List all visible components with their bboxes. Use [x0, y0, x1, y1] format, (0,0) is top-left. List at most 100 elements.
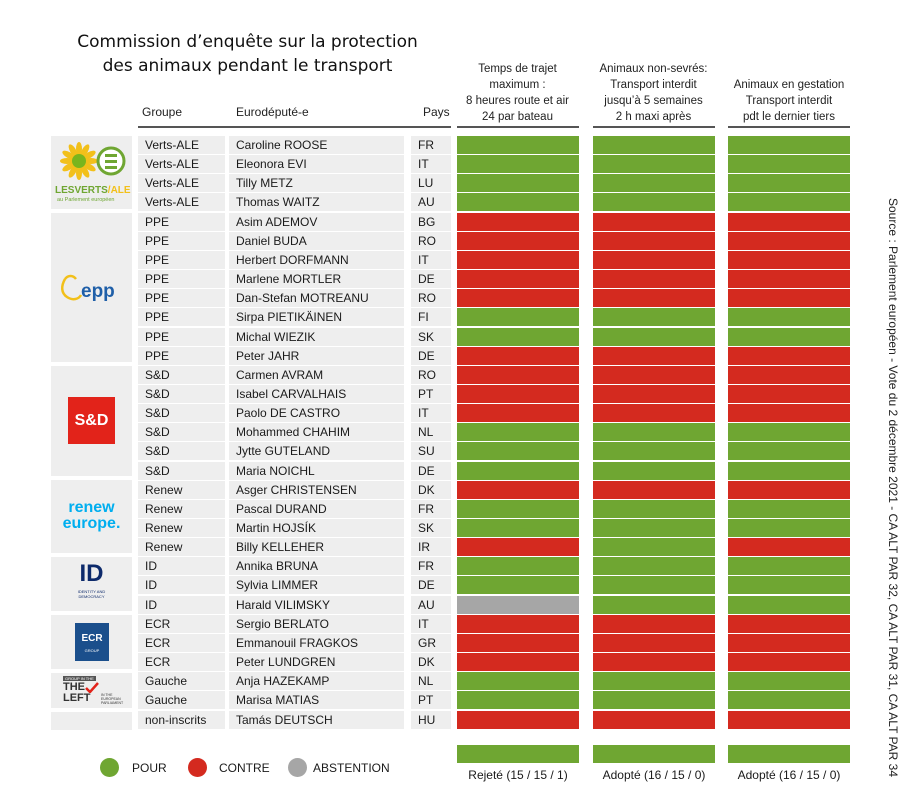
vote-cell — [457, 462, 579, 480]
row-pays: DE — [411, 347, 451, 365]
vote-cell — [728, 634, 850, 652]
header-rule — [138, 126, 451, 128]
row-pays: FI — [411, 308, 451, 326]
vote-cell — [728, 232, 850, 250]
row-pays: DK — [411, 481, 451, 499]
legend-dot-abstention — [288, 758, 307, 777]
row-depute: Jytte GUTELAND — [229, 442, 404, 460]
row-pays: DE — [411, 270, 451, 288]
row-depute: Sirpa PIETIKÄINEN — [229, 308, 404, 326]
vote-cell — [593, 500, 715, 518]
row-depute: Asim ADEMOV — [229, 213, 404, 231]
row-depute: Martin HOJSÍK — [229, 519, 404, 537]
vote-cell — [593, 423, 715, 441]
header-pays: Pays — [423, 105, 450, 119]
row-depute: Annika BRUNA — [229, 557, 404, 575]
row-groupe: PPE — [138, 289, 225, 307]
header-groupe: Groupe — [142, 105, 183, 119]
vote-cell — [728, 500, 850, 518]
row-groupe: ID — [138, 576, 225, 594]
row-depute: Harald VILIMSKY — [229, 596, 404, 614]
legend-dot-contre — [188, 758, 207, 777]
vote-cell — [728, 385, 850, 403]
left-logo-text: THE LEFT — [63, 682, 91, 704]
sunflower-icon — [60, 142, 126, 180]
row-pays: AU — [411, 193, 451, 211]
vote-cell — [728, 155, 850, 173]
vote-cell — [593, 232, 715, 250]
vote-cell — [457, 615, 579, 633]
vote-cell — [728, 270, 850, 288]
logo-non-inscrits — [51, 712, 132, 730]
vote-cell — [457, 213, 579, 231]
vote-cell — [728, 366, 850, 384]
vote-cell — [593, 519, 715, 537]
row-depute: Peter JAHR — [229, 347, 404, 365]
renew-logo-line: europe. — [62, 515, 121, 532]
vote-cell — [593, 385, 715, 403]
result-bar-2 — [593, 745, 715, 763]
row-groupe: Renew — [138, 500, 225, 518]
row-pays: DK — [411, 653, 451, 671]
row-pays: AU — [411, 596, 451, 614]
ecr-logo-sub: GROUP — [84, 648, 100, 653]
row-pays: LU — [411, 174, 451, 192]
left-logo-line: THE — [63, 681, 85, 693]
row-groupe: Renew — [138, 538, 225, 556]
vote-cell — [728, 538, 850, 556]
vote-cell — [593, 538, 715, 556]
vote-cell — [457, 519, 579, 537]
row-groupe: S&D — [138, 423, 225, 441]
row-pays: IT — [411, 155, 451, 173]
row-groupe: S&D — [138, 442, 225, 460]
vote-cell — [593, 576, 715, 594]
vote-cell — [728, 442, 850, 460]
row-pays: GR — [411, 634, 451, 652]
row-groupe: S&D — [138, 462, 225, 480]
row-pays: SU — [411, 442, 451, 460]
row-pays: NL — [411, 423, 451, 441]
row-pays: SK — [411, 519, 451, 537]
vote-cell — [457, 423, 579, 441]
vote-cell — [593, 442, 715, 460]
vote-header-line: Transport interdit — [745, 95, 833, 107]
logo-the-left: GROUP IN THE THE LEFT IN THE EUROPEAN PA… — [51, 673, 132, 708]
vote-header-line: 24 par bateau — [482, 111, 553, 123]
header-rule — [593, 126, 715, 128]
vote-header-line: 2 h maxi après — [615, 111, 692, 123]
row-groupe: ECR — [138, 615, 225, 633]
vote-header-line: Animaux en gestation — [733, 79, 845, 91]
renew-logo-text: renew europe. — [51, 500, 132, 532]
legend-label-abstention: ABSTENTION — [313, 761, 390, 775]
row-groupe: non-inscrits — [138, 711, 225, 729]
row-depute: Tilly METZ — [229, 174, 404, 192]
row-groupe: Gauche — [138, 691, 225, 709]
vote-cell — [593, 251, 715, 269]
row-groupe: ID — [138, 596, 225, 614]
row-groupe: S&D — [138, 385, 225, 403]
vote-cell — [728, 328, 850, 346]
result-label-1: Rejeté (15 / 15 / 1) — [468, 768, 568, 782]
row-groupe: Renew — [138, 519, 225, 537]
row-depute: Sergio BERLATO — [229, 615, 404, 633]
vote-cell — [728, 481, 850, 499]
row-pays: DE — [411, 576, 451, 594]
vote-cell — [593, 136, 715, 154]
logo-ecr: ECR GROUP — [51, 615, 132, 669]
row-depute: Marisa MATIAS — [229, 691, 404, 709]
vote-cell — [593, 174, 715, 192]
row-groupe: Verts-ALE — [138, 155, 225, 173]
vote-cell — [728, 576, 850, 594]
vote-cell — [593, 557, 715, 575]
vote-cell — [457, 155, 579, 173]
vote-cell — [728, 193, 850, 211]
vote-cell — [728, 174, 850, 192]
vote-cell — [593, 462, 715, 480]
id-logo-text: ID — [79, 560, 104, 587]
vote-cell — [457, 634, 579, 652]
vote-cell — [593, 596, 715, 614]
row-groupe: Renew — [138, 481, 225, 499]
vote-cell — [457, 711, 579, 729]
row-depute: Tamás DEUTSCH — [229, 711, 404, 729]
row-pays: RO — [411, 232, 451, 250]
